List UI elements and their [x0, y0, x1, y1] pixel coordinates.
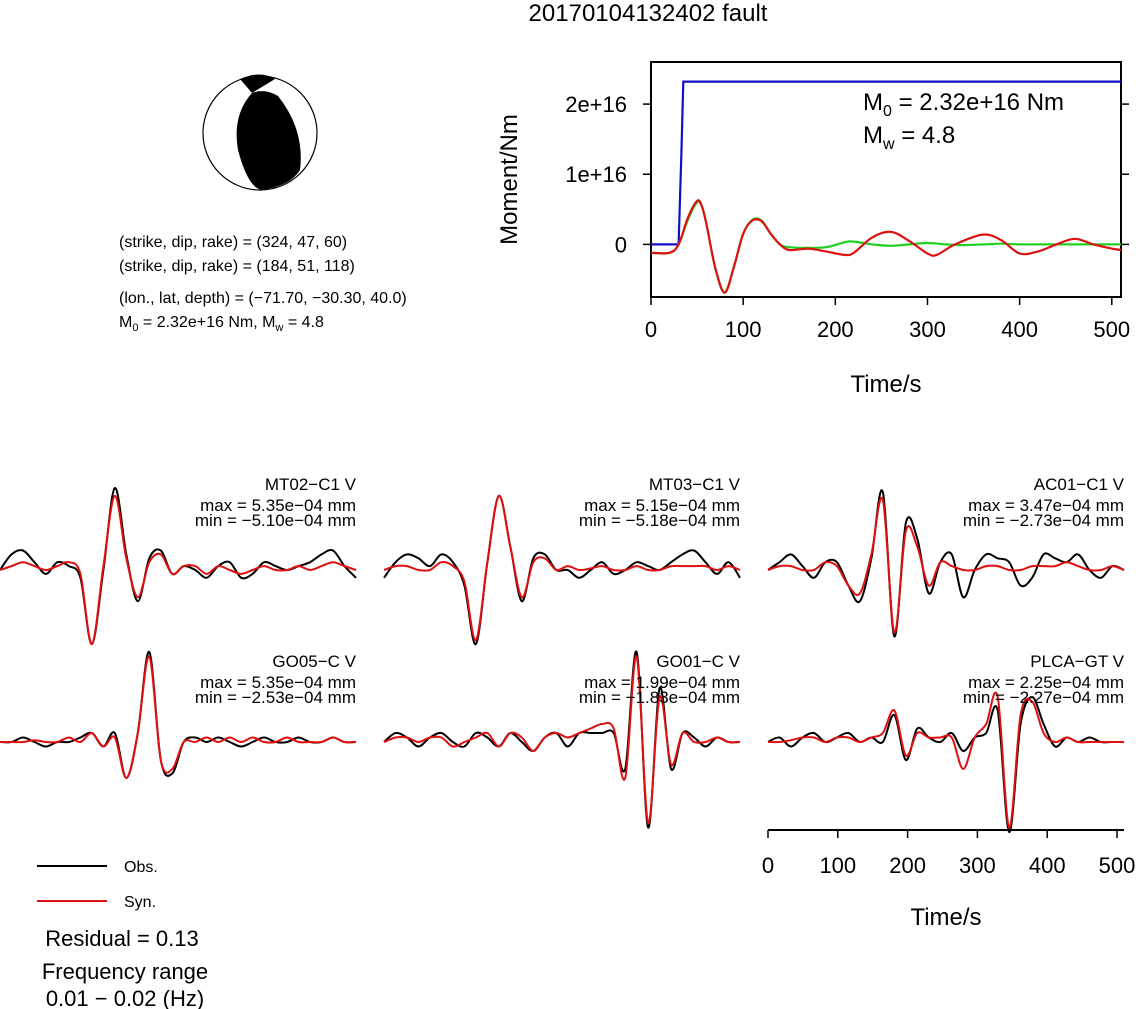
- focal-parameters: (strike, dip, rake) = (324, 47, 60) (str…: [119, 234, 407, 334]
- legend: Obs. Syn.: [37, 859, 158, 911]
- moment-y-tick-label: 2e+16: [565, 92, 627, 117]
- moment-y-axis-label: Moment/Nm: [496, 114, 523, 245]
- frequency-range-label: Frequency range: [42, 959, 208, 984]
- figure-title: 20170104132402 fault: [529, 0, 768, 27]
- moment-annotation-mw: Mw = 4.8: [863, 122, 955, 153]
- residual-label: Residual = 0.13: [45, 926, 199, 951]
- moment-x-tick-label: 100: [725, 317, 762, 342]
- moment-series-moment: [651, 80, 1121, 246]
- moment-annotation-m0: M0 = 2.32e+16 Nm: [863, 89, 1064, 120]
- synthetic-trace: [767, 691, 1124, 829]
- station-max: max = 5.35e−04 mm: [200, 673, 356, 692]
- synthetic-trace: [383, 494, 741, 642]
- waveform-x-tick-label: 400: [1029, 853, 1066, 878]
- nodal-plane-2: (strike, dip, rake) = (184, 51, 118): [119, 258, 355, 275]
- waveform-x-tick-label: 100: [819, 853, 856, 878]
- station-name: AC01−C1 V: [1034, 475, 1125, 494]
- observed-trace: [767, 695, 1124, 834]
- synthetic-trace: [767, 496, 1125, 634]
- focal-mechanism-beachball: [202, 74, 318, 191]
- station-min: min = −2.53e−04 mm: [195, 688, 356, 707]
- moment-rate-chart: 0 100 200 300 400 500 0 1e+16 2e+16 Time/s Moment/…: [496, 61, 1130, 398]
- moment-series-syn: [651, 199, 1121, 294]
- beachball-compressional-cap: [240, 74, 275, 93]
- station-name: PLCA−GT V: [1030, 652, 1124, 671]
- beachball-compressional-lobe: [236, 91, 301, 190]
- station-max: max = 2.25e−04 mm: [968, 673, 1124, 692]
- station-max: max = 5.35e−04 mm: [200, 496, 356, 515]
- moment-y-tick-label: 0: [615, 232, 627, 257]
- station-max: max = 5.15e−04 mm: [584, 496, 740, 515]
- station-min: min = −2.73e−04 mm: [963, 511, 1124, 530]
- legend-obs-label: Obs.: [124, 859, 158, 876]
- moment-x-tick-label: 500: [1093, 317, 1130, 342]
- station-min: min = −5.18e−04 mm: [579, 511, 740, 530]
- waveform-x-tick-label: 200: [889, 853, 926, 878]
- station-min: min = −2.27e−04 mm: [963, 688, 1124, 707]
- station-min: min = −1.83e−04 mm: [579, 688, 740, 707]
- waveform-x-tick-label: 300: [959, 853, 996, 878]
- station-max: max = 3.47e−04 mm: [968, 496, 1124, 515]
- synthetic-trace: [0, 655, 357, 780]
- waveform-x-tick-label: 500: [1099, 853, 1136, 878]
- frequency-range-value: 0.01 − 0.02 (Hz): [46, 986, 204, 1009]
- waveform-x-tick-label: 0: [762, 853, 774, 878]
- synthetic-trace: [383, 655, 741, 825]
- station-name: GO01−C V: [656, 652, 740, 671]
- nodal-plane-1: (strike, dip, rake) = (324, 47, 60): [119, 234, 347, 251]
- station-name: GO05−C V: [272, 652, 356, 671]
- moment-x-tick-label: 0: [645, 317, 657, 342]
- moment-x-tick-label: 200: [817, 317, 854, 342]
- station-max: max = 1.99e−04 mm: [584, 673, 740, 692]
- observed-trace: [383, 494, 741, 646]
- legend-syn-label: Syn.: [124, 894, 156, 911]
- station-name: MT02−C1 V: [265, 475, 357, 494]
- synthetic-trace: [0, 494, 357, 646]
- station-min: min = −5.10e−04 mm: [195, 511, 356, 530]
- moment-x-axis-label: Time/s: [850, 371, 921, 398]
- moment-plot-frame: [650, 61, 1122, 298]
- moment-y-tick-label: 1e+16: [565, 162, 627, 187]
- hypocenter-location: (lon., lat, depth) = (−71.70, −30.30, 40…: [119, 290, 407, 307]
- moment-magnitude-summary: M0 = 2.32e+16 Nm, Mw = 4.8: [119, 314, 324, 334]
- waveform-x-axis-label: Time/s: [910, 904, 981, 931]
- station-name: MT03−C1 V: [649, 475, 741, 494]
- moment-x-tick-label: 400: [1001, 317, 1038, 342]
- moment-x-tick-label: 300: [909, 317, 946, 342]
